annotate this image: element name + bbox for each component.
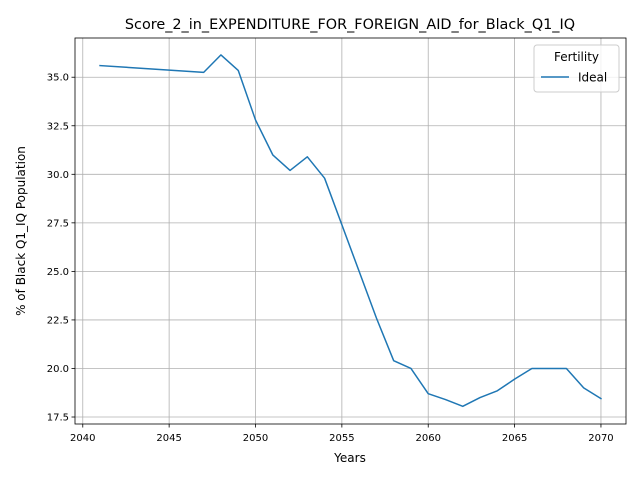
- x-tick-label: 2045: [156, 433, 181, 444]
- x-tick-label: 2055: [329, 433, 354, 444]
- y-axis: 17.5 20.0 22.5 25.0 27.5 30.0 32.5 35.0: [47, 73, 75, 424]
- y-tick-label: 32.5: [47, 121, 69, 132]
- legend-box: [533, 44, 620, 93]
- y-axis-label: % of Black Q1_IQ Population: [14, 146, 28, 316]
- y-tick-label: 25.0: [47, 267, 69, 278]
- series-line-ideal: [99, 54, 602, 408]
- x-tick-label: 2065: [502, 433, 527, 444]
- x-tick-label: 2050: [243, 433, 268, 444]
- chart-title: Score_2_in_EXPENDITURE_FOR_FOREIGN_AID_f…: [125, 17, 575, 33]
- legend: Fertility Ideal: [533, 44, 620, 93]
- plot-frame: [74, 37, 627, 425]
- legend-label-ideal: Ideal: [578, 71, 607, 85]
- y-tick-label: 35.0: [47, 73, 69, 84]
- y-tick-label: 20.0: [47, 364, 69, 375]
- x-axis-label: Years: [333, 451, 366, 465]
- series-layer: [99, 54, 602, 408]
- legend-title: Fertility: [554, 50, 599, 64]
- y-tick-label: 17.5: [47, 413, 69, 424]
- grid: [75, 38, 626, 424]
- x-tick-label: 2060: [416, 433, 441, 444]
- y-tick-label: 30.0: [47, 170, 69, 181]
- y-tick-label: 27.5: [47, 218, 69, 229]
- x-tick-label: 2070: [588, 433, 613, 444]
- x-tick-label: 2040: [70, 433, 95, 444]
- y-tick-label: 22.5: [47, 315, 69, 326]
- x-axis: 2040 2045 2050 2055 2060 2065 2070: [70, 424, 614, 444]
